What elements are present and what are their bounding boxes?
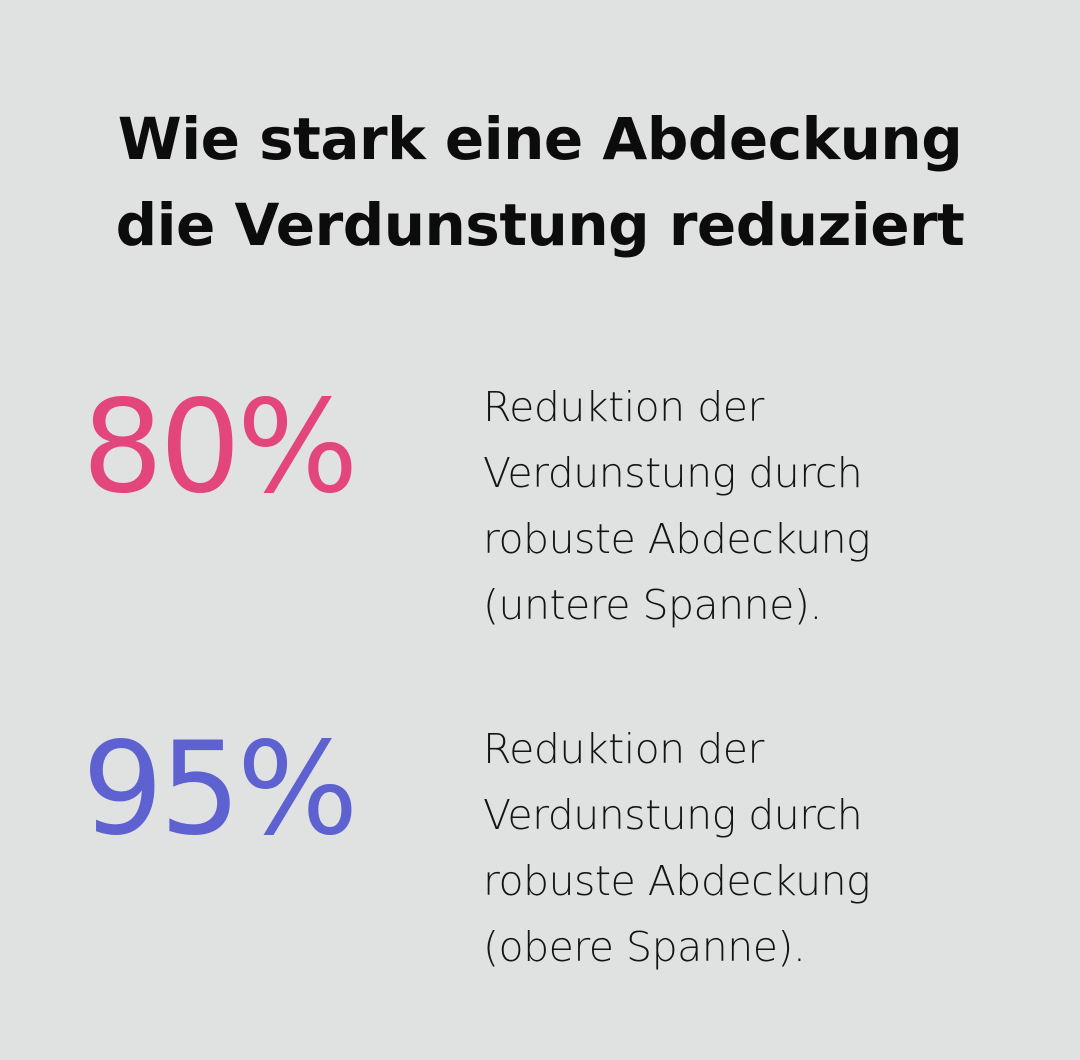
stat-value-80-percent: 80% bbox=[82, 373, 358, 522]
stat-description-line: robuste Abdeckung bbox=[483, 515, 871, 563]
stat-description: Reduktion der Verdunstung durch robuste … bbox=[483, 716, 1043, 980]
stat-description-line: (obere Spanne). bbox=[483, 923, 806, 971]
page-title: Wie stark eine Abdeckung die Verdunstung… bbox=[0, 96, 1080, 268]
title-line-1: Wie stark eine Abdeckung bbox=[117, 105, 963, 173]
stat-description-line: robuste Abdeckung bbox=[483, 857, 871, 905]
stat-description-line: Verdunstung durch bbox=[483, 449, 863, 497]
title-line-2: die Verdunstung reduziert bbox=[115, 191, 965, 259]
stat-description-line: (untere Spanne). bbox=[483, 581, 822, 629]
stat-description-line: Verdunstung durch bbox=[483, 791, 863, 839]
stat-description-line: Reduktion der bbox=[483, 383, 764, 431]
stat-description: Reduktion der Verdunstung durch robuste … bbox=[483, 374, 1043, 638]
stat-value-95-percent: 95% bbox=[82, 715, 358, 864]
stat-description-line: Reduktion der bbox=[483, 725, 764, 773]
